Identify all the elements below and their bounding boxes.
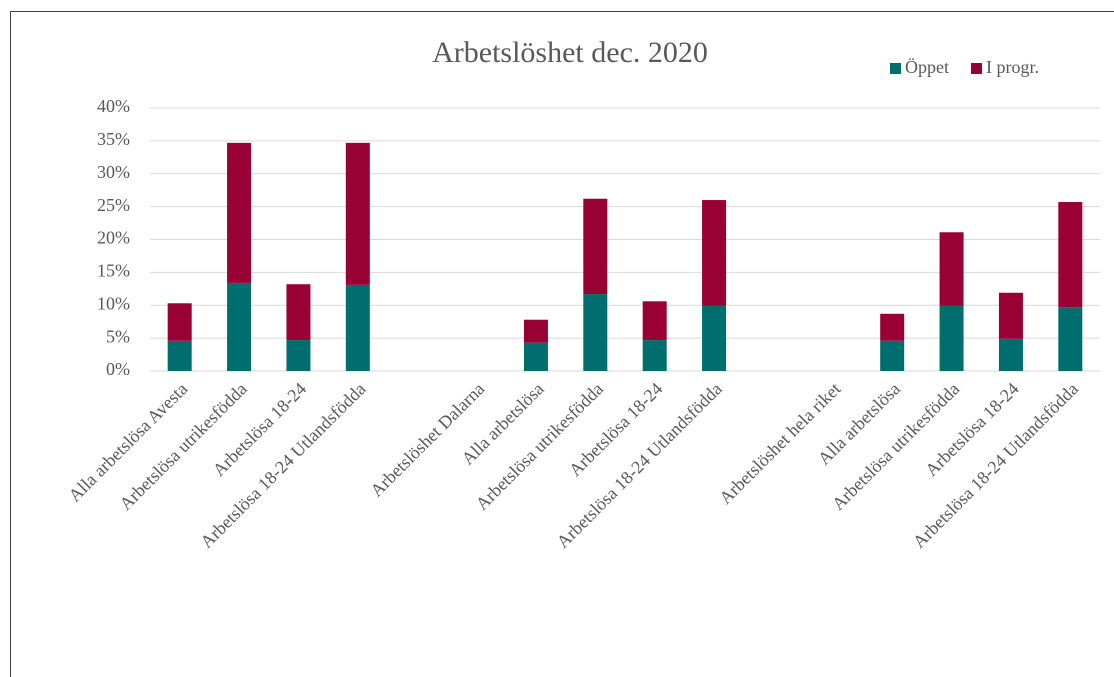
bar-segment	[1058, 202, 1083, 308]
bar-segment	[642, 301, 667, 341]
bar-segment	[642, 340, 667, 371]
y-tick-label: 35%	[97, 129, 130, 149]
legend-swatch	[971, 63, 982, 74]
bar-segment	[227, 282, 252, 371]
x-tick-label: Arbetslöshet Dalarna	[366, 379, 488, 501]
y-tick-label: 5%	[106, 326, 130, 346]
bar-segment	[998, 292, 1023, 339]
bar-segment	[583, 198, 608, 295]
bar-segment	[227, 142, 252, 283]
chart-title: Arbetslöshet dec. 2020	[432, 36, 708, 69]
bar-segment	[167, 340, 192, 371]
chart-frame	[10, 11, 1114, 677]
bar-segment	[345, 142, 370, 285]
y-tick-label: 15%	[97, 261, 130, 281]
legend-label: Öppet	[905, 57, 949, 77]
bar-segment	[702, 305, 727, 371]
bar-segment	[880, 313, 905, 341]
legend-swatch	[890, 63, 901, 74]
bar-segment	[939, 232, 964, 306]
bar-segment	[583, 294, 608, 371]
y-tick-label: 20%	[97, 228, 130, 248]
bar-segment	[702, 200, 727, 306]
bar-segment	[167, 303, 192, 341]
bar-segment	[880, 340, 905, 371]
bar-segment	[286, 340, 311, 371]
bar-segment	[286, 284, 311, 341]
bar-segment	[345, 284, 370, 371]
bar-segment	[523, 342, 548, 371]
y-tick-label: 25%	[97, 195, 130, 215]
y-tick-label: 10%	[97, 293, 130, 313]
bar-segment	[1058, 307, 1083, 371]
bar-segment	[523, 319, 548, 343]
y-tick-label: 0%	[106, 359, 130, 379]
bar-segment	[939, 305, 964, 371]
y-tick-label: 40%	[97, 96, 130, 116]
bar-segment	[998, 338, 1023, 371]
y-tick-label: 30%	[97, 162, 130, 182]
legend-label: I progr.	[986, 57, 1039, 77]
